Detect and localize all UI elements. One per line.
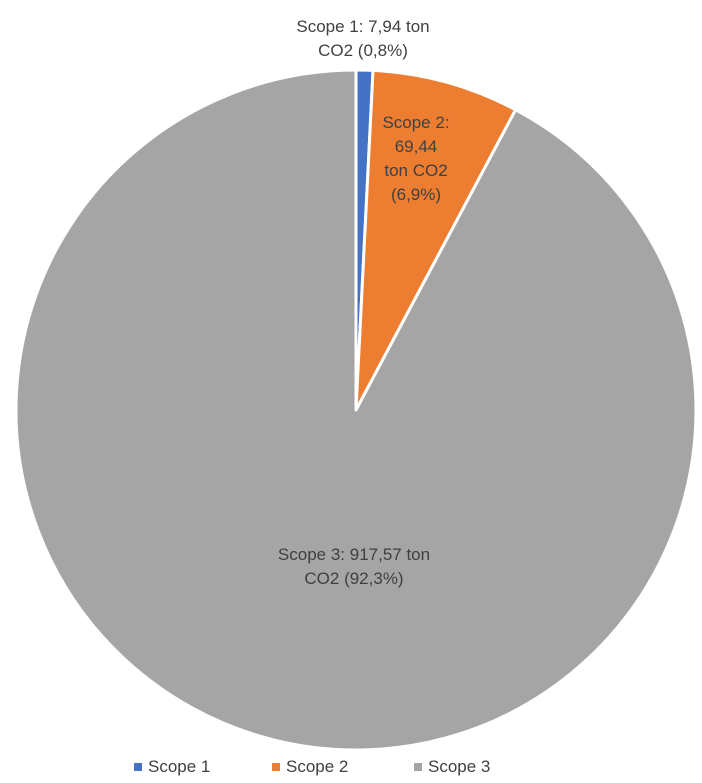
legend-item-scope-2: Scope 2 — [272, 757, 348, 776]
legend-label: Scope 2 — [286, 757, 348, 776]
data-label-line: CO2 (0,8%) — [318, 41, 408, 60]
pie-slices — [14, 68, 698, 752]
legend-item-scope-1: Scope 1 — [134, 757, 210, 776]
legend-label: Scope 1 — [148, 757, 210, 776]
data-label-line: 69,44 — [395, 137, 438, 156]
data-label-scope-2: Scope 2: 69,44 ton CO2 (6,9%) — [382, 113, 449, 204]
legend: Scope 1 Scope 2 Scope 3 — [134, 757, 490, 776]
data-label-line: CO2 (92,3%) — [304, 569, 403, 588]
legend-swatch — [414, 763, 422, 771]
legend-swatch — [134, 763, 142, 771]
data-label-line: Scope 1: 7,94 ton — [296, 17, 429, 36]
data-label-scope-3: Scope 3: 917,57 ton CO2 (92,3%) — [278, 545, 430, 588]
data-label-line: Scope 3: 917,57 ton — [278, 545, 430, 564]
data-label-scope-1: Scope 1: 7,94 ton CO2 (0,8%) — [296, 17, 429, 60]
pie-slice-scope-3 — [14, 68, 698, 752]
data-labels: Scope 1: 7,94 ton CO2 (0,8%) Scope 2: 69,44… — [278, 17, 450, 588]
legend-swatch — [272, 763, 280, 771]
legend-label: Scope 3 — [428, 757, 490, 776]
data-label-line: (6,9%) — [391, 185, 441, 204]
pie-slice-scope-2 — [354, 68, 518, 412]
data-label-line: Scope 2: — [382, 113, 449, 132]
data-label-line: ton CO2 — [384, 161, 447, 180]
legend-item-scope-3: Scope 3 — [414, 757, 490, 776]
